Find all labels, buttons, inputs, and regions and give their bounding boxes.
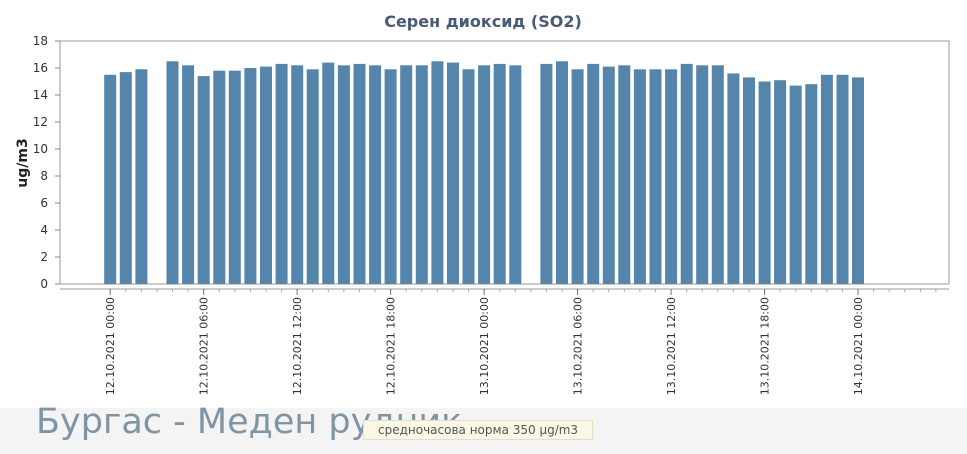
x-tick-label: 12.10.2021 18:00 xyxy=(385,297,398,395)
bar[interactable] xyxy=(743,77,755,285)
bar[interactable] xyxy=(665,69,678,284)
x-tick-label: 12.10.2021 12:00 xyxy=(291,297,304,395)
bar[interactable] xyxy=(509,65,522,284)
norm-badge: средночасова норма 350 µg/m3 xyxy=(363,420,594,440)
bar[interactable] xyxy=(353,63,366,285)
bar[interactable] xyxy=(104,74,117,285)
bar[interactable] xyxy=(618,65,631,284)
bar[interactable] xyxy=(135,69,148,284)
chart-title: Серен диоксид (SO2) xyxy=(384,12,582,31)
bar[interactable] xyxy=(291,65,304,284)
bar[interactable] xyxy=(758,81,771,285)
x-tick-label: 14.10.2021 00:00 xyxy=(852,297,865,395)
y-tick-label: 10 xyxy=(33,142,48,156)
bar[interactable] xyxy=(228,70,241,284)
bar[interactable] xyxy=(369,65,382,284)
x-tick-label: 13.10.2021 06:00 xyxy=(572,297,585,395)
bar[interactable] xyxy=(680,63,693,285)
bar[interactable] xyxy=(260,66,272,284)
bar[interactable] xyxy=(275,63,288,285)
bar[interactable] xyxy=(789,85,802,284)
bar[interactable] xyxy=(447,62,459,284)
bar[interactable] xyxy=(431,61,444,285)
chart-panel: Серен диоксид (SO2) ug/m3 0 2 4 6 8 10 12 14 16 1… xyxy=(15,12,950,396)
y-tick-label: 12 xyxy=(33,115,48,129)
bar-series xyxy=(104,61,864,285)
bar[interactable] xyxy=(493,63,506,285)
bar[interactable] xyxy=(213,70,226,284)
bar[interactable] xyxy=(337,65,350,284)
bar[interactable] xyxy=(478,65,491,284)
x-tick-label: 13.10.2021 00:00 xyxy=(478,297,491,395)
bar[interactable] xyxy=(306,69,319,284)
bar[interactable] xyxy=(820,74,833,285)
y-tick-label: 16 xyxy=(33,61,48,75)
x-tick-label: 13.10.2021 18:00 xyxy=(759,297,772,395)
bar[interactable] xyxy=(852,77,864,285)
bar[interactable] xyxy=(384,69,397,284)
bar[interactable] xyxy=(649,69,662,284)
y-tick-label: 18 xyxy=(33,34,48,48)
x-axis: 12.10.2021 00:00 12.10.2021 06:00 12.10.20… xyxy=(60,288,949,395)
y-tick-label: 6 xyxy=(40,196,48,210)
bar[interactable] xyxy=(696,65,709,284)
bar[interactable] xyxy=(182,65,195,284)
bar[interactable] xyxy=(244,68,257,284)
x-tick-label: 12.10.2021 06:00 xyxy=(198,297,211,395)
bar[interactable] xyxy=(540,63,553,285)
bar[interactable] xyxy=(711,65,724,284)
y-axis: 0 2 4 6 8 10 12 14 16 18 xyxy=(33,34,60,291)
bar[interactable] xyxy=(836,74,849,285)
y-tick-label: 14 xyxy=(33,88,48,102)
bar[interactable] xyxy=(462,69,475,284)
x-tick-label: 12.10.2021 00:00 xyxy=(104,297,117,395)
bar[interactable] xyxy=(119,72,132,284)
bar[interactable] xyxy=(556,61,568,285)
bar[interactable] xyxy=(400,65,413,284)
bar[interactable] xyxy=(774,80,787,284)
bar[interactable] xyxy=(805,84,818,284)
bar[interactable] xyxy=(571,69,584,284)
bar[interactable] xyxy=(633,69,646,284)
y-tick-label: 0 xyxy=(40,277,48,291)
x-tick-label: 13.10.2021 12:00 xyxy=(665,297,678,395)
bar[interactable] xyxy=(602,66,615,284)
bar[interactable] xyxy=(415,65,428,284)
bar[interactable] xyxy=(322,62,335,284)
bar-chart: Серен диоксид (SO2) ug/m3 0 2 4 6 8 10 12 14 16 1… xyxy=(15,12,950,395)
bar[interactable] xyxy=(727,73,740,285)
y-tick-label: 2 xyxy=(40,250,48,264)
bar[interactable] xyxy=(166,61,179,285)
y-axis-label: ug/m3 xyxy=(15,138,31,187)
y-tick-label: 4 xyxy=(40,223,48,237)
y-tick-label: 8 xyxy=(40,169,48,183)
bar[interactable] xyxy=(587,63,600,285)
bar[interactable] xyxy=(197,76,210,284)
